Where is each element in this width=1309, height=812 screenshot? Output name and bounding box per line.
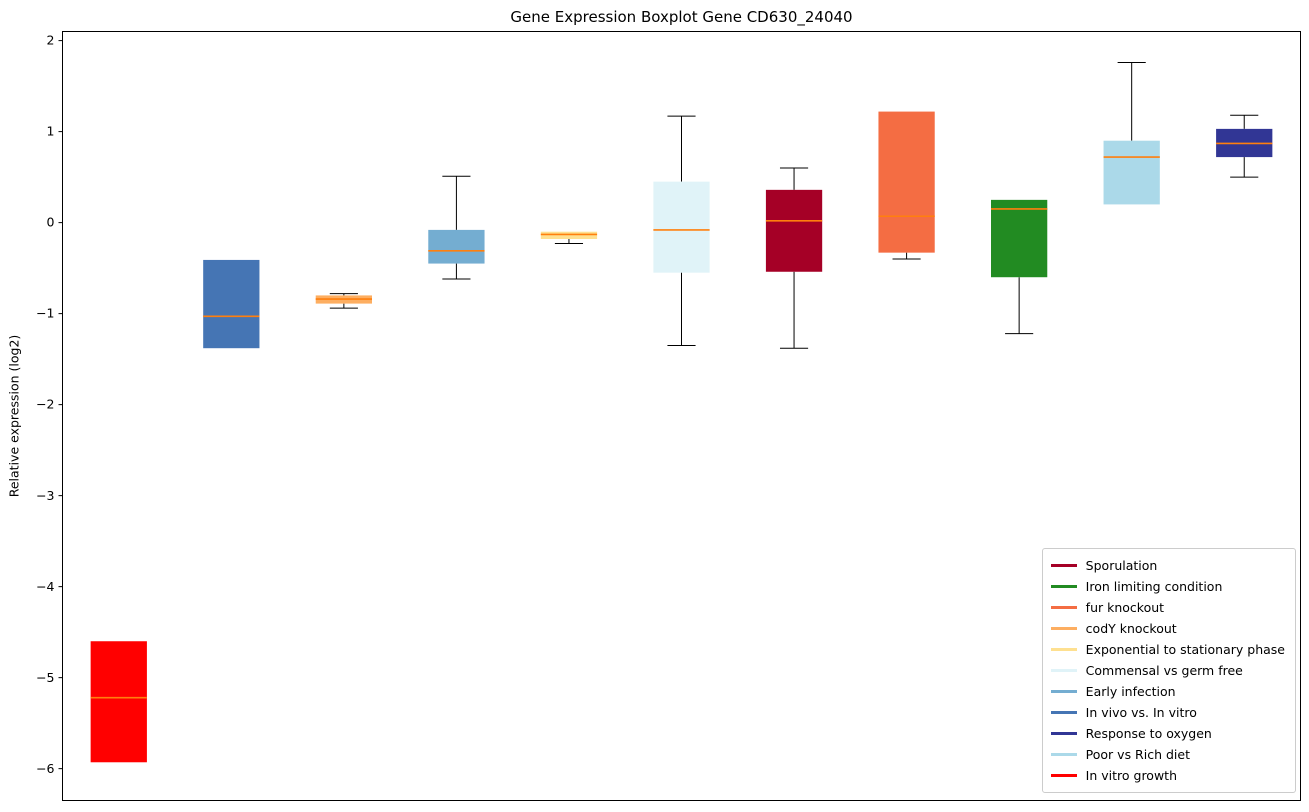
box-exponential-to-stationary-phase bbox=[540, 231, 598, 239]
legend-label-exponential-to-stationary-phase: Exponential to stationary phase bbox=[1085, 642, 1285, 657]
legend-item-cody-knockout: codY knockout bbox=[1050, 618, 1285, 639]
y-tick-label: −1 bbox=[36, 306, 54, 321]
y-tick-label: −3 bbox=[36, 488, 54, 503]
legend-swatch-cody-knockout bbox=[1050, 627, 1077, 630]
legend-item-commensal-vs-germ-free: Commensal vs germ free bbox=[1050, 660, 1285, 681]
y-tick-label: −5 bbox=[36, 670, 54, 685]
box-early-infection bbox=[428, 229, 485, 264]
legend-swatch-early-infection bbox=[1050, 690, 1077, 693]
legend-label-sporulation: Sporulation bbox=[1085, 558, 1158, 573]
legend-label-early-infection: Early infection bbox=[1085, 684, 1176, 699]
legend-label-cody-knockout: codY knockout bbox=[1085, 621, 1177, 636]
chart-title: Gene Expression Boxplot Gene CD630_24040 bbox=[510, 8, 853, 26]
y-tick-label: −4 bbox=[36, 579, 54, 594]
legend-item-exponential-to-stationary-phase: Exponential to stationary phase bbox=[1050, 639, 1285, 660]
legend-label-response-to-oxygen: Response to oxygen bbox=[1085, 726, 1212, 741]
axes-frame bbox=[62, 31, 1301, 801]
legend-swatch-exponential-to-stationary-phase bbox=[1050, 648, 1077, 651]
legend-item-fur-knockout: fur knockout bbox=[1050, 597, 1285, 618]
box-poor-vs-rich-diet bbox=[1103, 140, 1160, 205]
y-tick-label: 2 bbox=[47, 33, 55, 48]
y-tick-label: 0 bbox=[47, 215, 55, 230]
legend-swatch-in-vivo-vs-in-vitro bbox=[1050, 711, 1077, 714]
y-tick-label: −6 bbox=[36, 761, 54, 776]
legend-item-response-to-oxygen: Response to oxygen bbox=[1050, 723, 1285, 744]
box-fur-knockout bbox=[878, 111, 935, 253]
legend-swatch-in-vitro-growth bbox=[1050, 774, 1077, 777]
legend-item-in-vivo-vs-in-vitro: In vivo vs. In vitro bbox=[1050, 702, 1285, 723]
box-in-vivo-vs-in-vitro bbox=[203, 259, 260, 349]
legend-label-commensal-vs-germ-free: Commensal vs germ free bbox=[1085, 663, 1243, 678]
legend-swatch-response-to-oxygen bbox=[1050, 732, 1077, 735]
legend-swatch-commensal-vs-germ-free bbox=[1050, 669, 1077, 672]
legend-item-early-infection: Early infection bbox=[1050, 681, 1285, 702]
legend-label-poor-vs-rich-diet: Poor vs Rich diet bbox=[1085, 747, 1190, 762]
legend-swatch-fur-knockout bbox=[1050, 606, 1077, 609]
y-tick-label: 1 bbox=[47, 124, 55, 139]
legend: Sporulation Iron limiting condition fur kn… bbox=[1041, 548, 1296, 793]
legend-item-poor-vs-rich-diet: Poor vs Rich diet bbox=[1050, 744, 1285, 765]
box-sporulation bbox=[765, 189, 823, 272]
legend-item-sporulation: Sporulation bbox=[1050, 555, 1285, 576]
box-in-vitro-growth bbox=[90, 641, 147, 763]
box-iron-limiting-condition bbox=[991, 199, 1048, 278]
legend-label-iron-limiting-condition: Iron limiting condition bbox=[1085, 579, 1223, 594]
legend-swatch-iron-limiting-condition bbox=[1050, 585, 1077, 588]
y-tick-label: −2 bbox=[36, 397, 54, 412]
box-commensal-vs-germ-free bbox=[653, 181, 710, 273]
legend-label-fur-knockout: fur knockout bbox=[1085, 600, 1165, 615]
legend-swatch-sporulation bbox=[1050, 564, 1077, 567]
legend-label-in-vitro-growth: In vitro growth bbox=[1085, 768, 1178, 783]
legend-swatch-poor-vs-rich-diet bbox=[1050, 753, 1077, 756]
legend-item-in-vitro-growth: In vitro growth bbox=[1050, 765, 1285, 786]
legend-label-in-vivo-vs-in-vitro: In vivo vs. In vitro bbox=[1085, 705, 1197, 720]
legend-item-iron-limiting-condition: Iron limiting condition bbox=[1050, 576, 1285, 597]
